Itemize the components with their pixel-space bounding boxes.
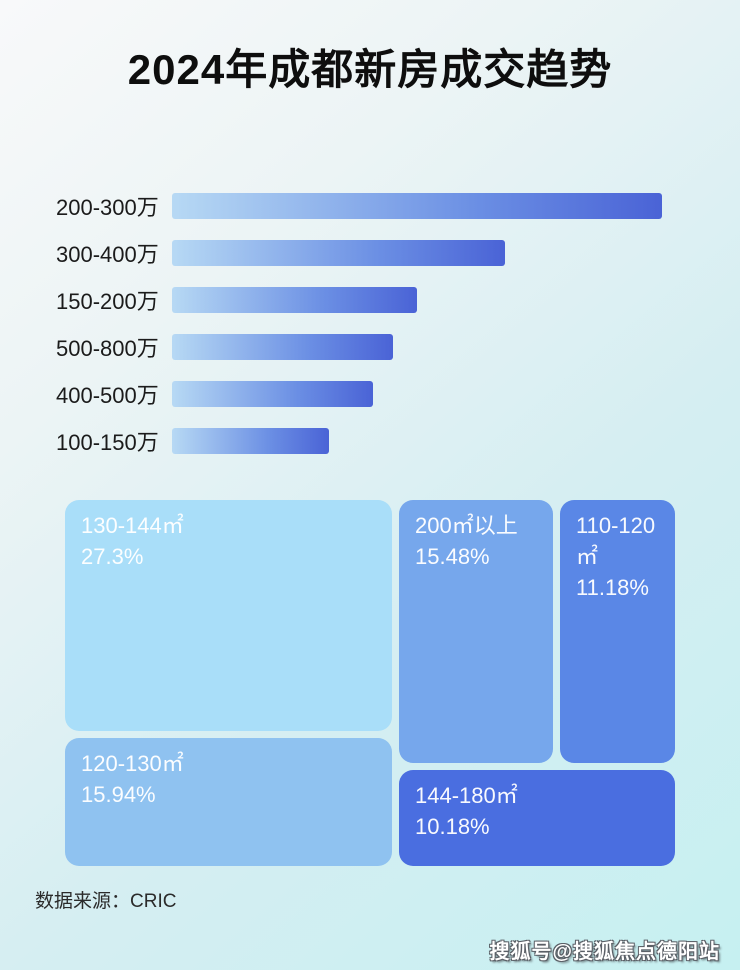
bar-row: 150-200万	[0, 276, 740, 323]
treemap-block-label: 200㎡以上	[415, 513, 518, 538]
treemap-block-label: 110-120㎡	[576, 513, 656, 569]
area-size-treemap: 130-144㎡ 27.3% 200㎡以上 15.48% 110-120㎡ 11…	[65, 500, 675, 866]
treemap-block-label: 130-144㎡	[81, 513, 184, 538]
treemap-block-label: 120-130㎡	[81, 751, 184, 776]
treemap-block-value: 15.48%	[415, 544, 490, 569]
treemap-block-144-180: 144-180㎡ 10.18%	[399, 770, 675, 866]
bar-row: 100-150万	[0, 417, 740, 464]
bar-track	[172, 239, 740, 266]
treemap-block-value: 15.94%	[81, 782, 156, 807]
bar-category-label: 150-200万	[56, 288, 159, 314]
bar-category-label: 200-300万	[56, 194, 159, 220]
bar-200-300	[172, 192, 662, 219]
bar-row: 300-400万	[0, 229, 740, 276]
data-source-label: 数据来源：CRIC	[35, 891, 177, 912]
bar-category-label: 100-150万	[56, 429, 159, 455]
bar-category-label: 400-500万	[56, 382, 159, 408]
treemap-block-value: 27.3%	[81, 544, 144, 569]
bar-150-200	[172, 286, 417, 313]
treemap-block-value: 10.18%	[415, 814, 490, 839]
watermark-text: 搜狐号@搜狐焦点德阳站	[489, 941, 720, 963]
page-title: 2024年成都新房成交趋势	[127, 46, 613, 93]
bar-500-800	[172, 333, 393, 360]
treemap-block-130-144: 130-144㎡ 27.3%	[65, 500, 392, 731]
bar-300-400	[172, 239, 506, 266]
bar-row: 400-500万	[0, 370, 740, 417]
bar-track	[172, 427, 740, 454]
bar-track	[172, 333, 740, 360]
treemap-block-label: 144-180㎡	[415, 783, 518, 808]
bar-100-150	[172, 427, 329, 454]
price-band-bar-chart: 200-300万 300-400万 150-200万 500-800万 400-…	[0, 182, 740, 464]
treemap-block-value: 11.18%	[576, 575, 649, 600]
bar-track	[172, 380, 740, 407]
bar-category-label: 300-400万	[56, 241, 159, 267]
bar-row: 500-800万	[0, 323, 740, 370]
treemap-block-200-plus: 200㎡以上 15.48%	[399, 500, 553, 763]
treemap-block-120-130: 120-130㎡ 15.94%	[65, 738, 392, 866]
bar-category-label: 500-800万	[56, 335, 159, 361]
treemap-block-110-120: 110-120㎡ 11.18%	[560, 500, 675, 763]
bar-track	[172, 286, 740, 313]
bar-400-500	[172, 380, 373, 407]
bar-row: 200-300万	[0, 182, 740, 229]
bar-track	[172, 192, 740, 219]
